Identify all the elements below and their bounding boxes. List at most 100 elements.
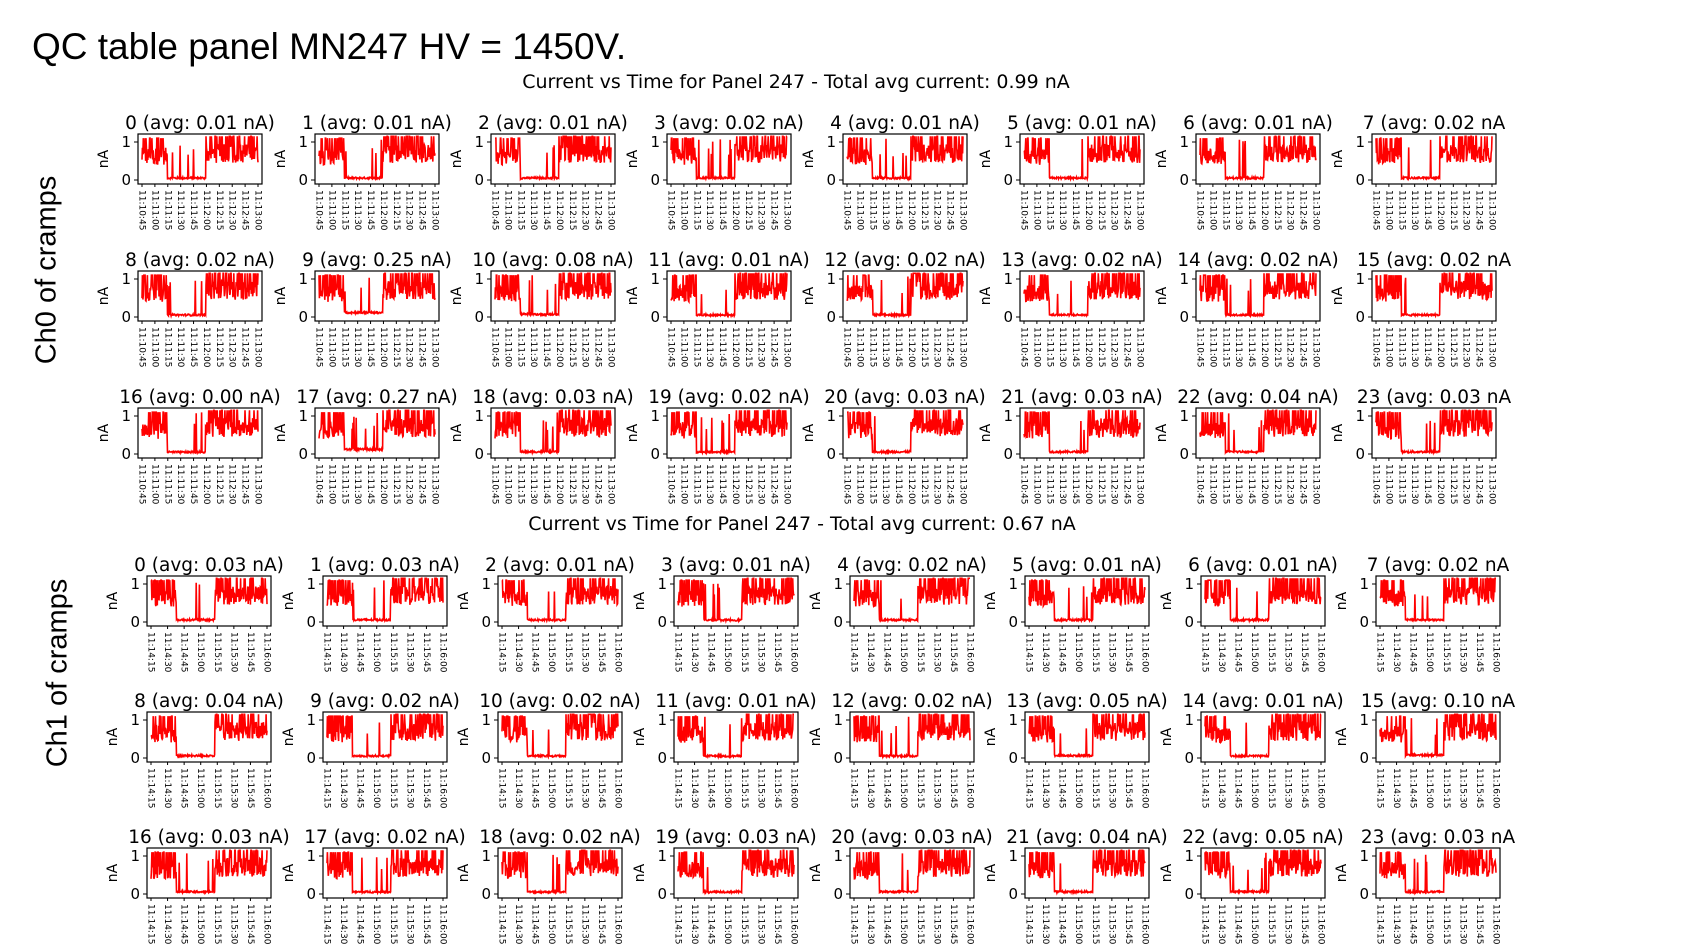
x-tick-label: 11:12:00 [201,190,211,231]
current-trace [326,713,444,760]
x-tick-label: 11:14:30 [513,904,523,945]
x-tick-label: 11:11:15 [867,190,877,230]
x-tick-label: 11:12:00 [906,190,916,231]
x-tick-label: 11:11:45 [188,190,198,230]
current-trace [494,409,612,456]
x-tick-label: 11:12:30 [404,190,414,231]
axes-frame [497,847,623,899]
x-tick-label: 11:14:45 [179,904,189,944]
y-axis-label: nA [1154,149,1170,168]
x-tick-label: 11:11:00 [1207,327,1217,368]
x-tick-label: 11:12:30 [756,464,766,505]
x-tick-label: 11:15:30 [228,904,238,945]
subplot-title: 7 (avg: 0.02 nA [1367,555,1510,576]
x-tick-label: 11:10:45 [490,327,500,367]
x-tick-label: 11:12:00 [730,464,740,505]
x-tick-label: 11:14:15 [849,904,859,944]
x-tick-label: 11:12:30 [1109,464,1119,505]
subplot-title: 8 (avg: 0.04 nA) [134,691,284,712]
x-tick-label: 11:12:45 [769,190,779,230]
x-tick-label: 11:15:30 [1457,632,1467,673]
axes-frame [1375,575,1501,627]
current-trace [141,272,259,320]
current-trace [670,272,788,319]
y-tick-label: 1 [306,847,316,865]
subplot-title: 21 (avg: 0.04 nA) [1006,827,1167,848]
subplot-title: 20 (avg: 0.03 nA) [831,827,992,848]
y-tick-label: 0 [1008,749,1018,767]
x-tick-label: 11:12:45 [1298,327,1308,367]
y-tick-label: 0 [1359,885,1369,903]
y-axis-label: nA [449,423,465,442]
x-tick-label: 11:14:30 [1391,904,1401,945]
x-tick-label: 11:13:00 [958,327,968,368]
x-tick-label: 11:16:00 [1316,768,1326,809]
x-tick-label: 11:12:45 [945,190,955,230]
x-tick-label: 11:15:30 [1106,632,1116,673]
x-tick-label: 11:15:30 [755,904,765,945]
subplot-title: 4 (avg: 0.01 nA) [830,113,980,134]
x-tick-label: 11:12:45 [945,464,955,504]
x-tick-label: 11:13:00 [606,327,616,368]
x-tick-label: 11:12:45 [417,190,427,230]
y-tick-label: 1 [1184,711,1194,729]
x-tick-label: 11:15:15 [1441,768,1451,808]
x-tick-label: 11:12:00 [1435,464,1445,505]
y-tick-label: 1 [306,575,316,593]
y-tick-label: 1 [481,575,491,593]
y-tick-label: 1 [481,711,491,729]
y-axis-label: nA [1334,863,1350,882]
axes-frame [849,847,975,899]
subplot-title: 21 (avg: 0.03 nA) [1001,387,1162,408]
x-tick-label: 11:12:00 [201,327,211,368]
x-tick-label: 11:15:30 [931,904,941,945]
subplot: 15 (avg: 0.10 nA 0 1 nA 11:14:15 11:14:30 11:1… [1334,691,1515,809]
x-tick-label: 11:15:00 [1249,632,1259,673]
current-trace [326,577,444,624]
x-tick-label: 11:15:30 [755,632,765,673]
subplot-title: 4 (avg: 0.02 nA) [837,555,987,576]
x-tick-label: 11:10:45 [314,464,324,504]
x-tick-label: 11:14:15 [673,904,683,944]
x-tick-label: 11:12:45 [593,464,603,504]
y-axis-label: nA [1330,149,1346,168]
x-tick-label: 11:15:15 [915,904,925,944]
y-tick-label: 0 [121,445,131,463]
x-tick-label: 11:14:30 [1216,904,1226,945]
x-tick-label: 11:10:45 [1019,327,1029,367]
y-tick-label: 0 [121,308,131,326]
x-tick-label: 11:14:15 [146,904,156,944]
axes-frame [146,847,272,899]
current-trace [1379,713,1497,760]
x-tick-label: 11:16:00 [613,768,623,809]
y-tick-label: 0 [833,749,843,767]
x-tick-label: 11:12:00 [1083,464,1093,505]
subplot-title: 3 (avg: 0.01 nA) [661,555,811,576]
x-tick-label: 11:15:45 [1474,904,1484,944]
x-tick-label: 11:11:30 [704,190,714,231]
y-tick-label: 1 [1008,575,1018,593]
x-tick-label: 11:11:00 [1383,190,1393,231]
x-tick-label: 11:15:45 [1123,904,1133,944]
x-tick-label: 11:12:45 [240,190,250,230]
x-tick-label: 11:15:00 [1424,904,1434,945]
x-tick-label: 11:15:00 [1073,632,1083,673]
x-tick-label: 11:13:00 [782,190,792,231]
x-tick-label: 11:10:45 [314,327,324,367]
x-tick-label: 11:14:45 [706,768,716,808]
x-tick-label: 11:15:00 [898,632,908,673]
y-axis-label: nA [281,591,297,610]
x-tick-label: 11:13:00 [430,464,440,505]
x-tick-label: 11:15:00 [195,768,205,809]
x-tick-label: 11:14:30 [338,632,348,673]
x-tick-label: 11:14:45 [1057,768,1067,808]
x-tick-label: 11:12:45 [417,327,427,367]
x-tick-label: 11:16:00 [262,768,272,809]
x-tick-label: 11:10:45 [1019,190,1029,230]
axes-frame [146,711,272,763]
x-tick-label: 11:13:00 [606,190,616,231]
